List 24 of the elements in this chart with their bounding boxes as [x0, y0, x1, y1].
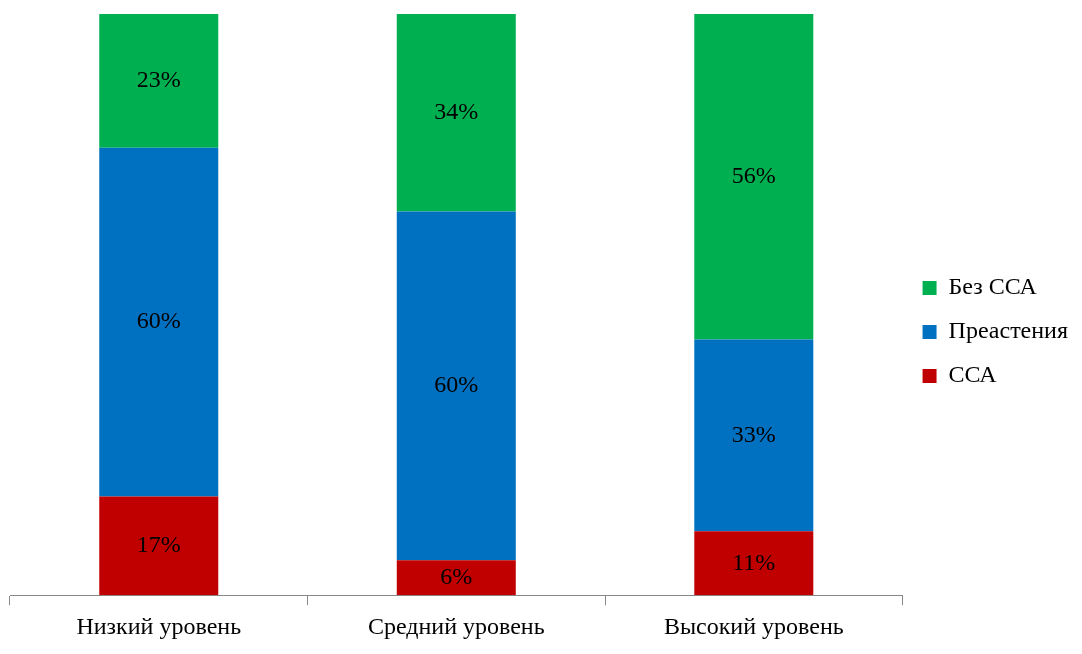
bar [99, 147, 219, 497]
bar [99, 14, 219, 148]
data-label: 11% [732, 548, 776, 575]
bar [396, 211, 516, 561]
bar [694, 339, 814, 532]
legend-label: Преастения [948, 317, 1068, 344]
x-tick-label: Средний уровень [367, 612, 545, 639]
bar [694, 14, 814, 340]
data-label: 56% [731, 162, 776, 189]
data-label: 17% [136, 531, 181, 558]
bar [396, 560, 516, 596]
legend-label: Без ССА [948, 273, 1038, 300]
bar [396, 14, 516, 212]
bar [99, 496, 219, 596]
data-label: 60% [136, 307, 181, 334]
data-label: 34% [434, 98, 479, 125]
bar [694, 531, 814, 596]
legend-label: ССА [948, 361, 998, 388]
data-label: 6% [440, 563, 473, 590]
data-label: 60% [434, 371, 479, 398]
x-tick-label: Высокий уровень [663, 612, 844, 639]
data-label: 33% [731, 420, 776, 447]
data-label: 23% [136, 66, 181, 93]
x-tick-label: Низкий уровень [76, 612, 242, 639]
